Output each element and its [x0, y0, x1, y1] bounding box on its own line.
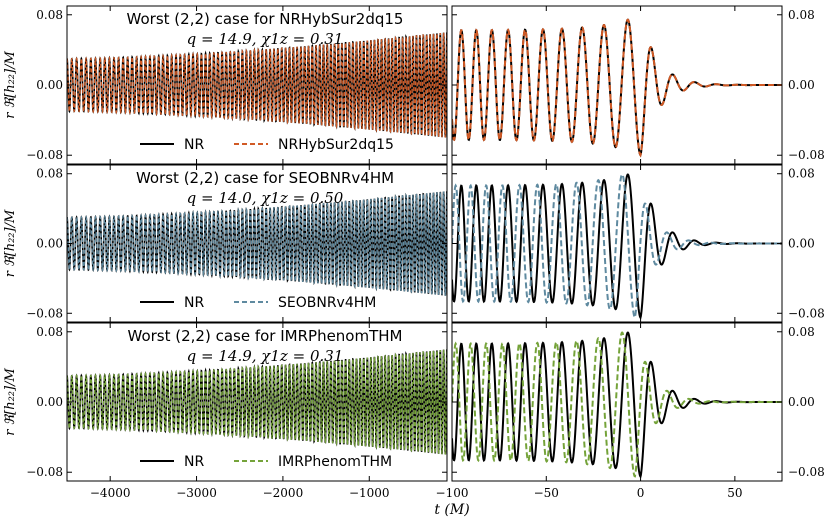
y-tick-label-right: 0.00 — [788, 237, 815, 251]
right-plot-area — [452, 18, 782, 158]
x-axis-label: t (M) — [434, 502, 469, 518]
legend-label-model: SEOBNRv4HM — [278, 295, 376, 311]
y-tick-label-right: 0.08 — [788, 8, 815, 22]
series-line-nr — [452, 173, 782, 321]
panel-subtitle: q = 14.9, χ1z = 0.31 — [187, 30, 344, 48]
y-tick-label: 0.00 — [36, 237, 63, 251]
left-plot-area — [67, 349, 447, 455]
y-axis-label: r ℜ[h₂₂]/M — [3, 51, 18, 119]
y-tick-label: −0.08 — [26, 148, 63, 162]
x-tick-label: −2000 — [263, 486, 304, 500]
panel-title: Worst (2,2) case for NRHybSur2dq15 — [127, 10, 404, 28]
panel-title: Worst (2,2) case for SEOBNRv4HM — [136, 169, 394, 187]
right-plot-area — [452, 331, 782, 480]
panel-row-2: 0.08 0.00 −0.08 0.08 0.00 −0.08 r ℜ[h₂₂]/M Wors… — [3, 164, 825, 323]
y-tick-label-right: 0.00 — [788, 78, 815, 92]
y-tick-label: 0.08 — [36, 167, 63, 181]
panel-subtitle: q = 14.9, χ1z = 0.31 — [187, 347, 344, 365]
x-tick-label: −3000 — [176, 486, 217, 500]
x-tick-label: −50 — [534, 486, 559, 500]
series-line-seobnrv4hm — [452, 173, 782, 319]
y-axis-label: r ℜ[h₂₂]/M — [3, 368, 18, 436]
y-tick-label-right: −0.08 — [788, 148, 825, 162]
x-tick-label: 50 — [727, 486, 742, 500]
x-tick-label: −100 — [436, 486, 469, 500]
legend-label-nr: NR — [184, 295, 204, 311]
y-tick-label: 0.00 — [36, 78, 63, 92]
x-tick-label: −1000 — [349, 486, 390, 500]
y-tick-label-right: −0.08 — [788, 306, 825, 320]
left-plot-area — [67, 191, 447, 296]
series-line-imrphenomthm — [67, 349, 447, 455]
series-line-seobnrv4hm — [67, 191, 447, 296]
y-axis-label: r ℜ[h₂₂]/M — [3, 209, 18, 277]
y-tick-label: −0.08 — [26, 465, 63, 479]
left-plot-area — [67, 32, 447, 138]
y-tick-label: 0.08 — [36, 325, 63, 339]
legend-label-model: IMRPhenomTHM — [278, 454, 392, 470]
legend-label-nr: NR — [184, 137, 204, 153]
x-tick-label: −4000 — [90, 486, 131, 500]
y-tick-label: −0.08 — [26, 306, 63, 320]
series-line-nrhybsur2dq15 — [452, 18, 782, 158]
panel-row-3: 0.08 0.00 −0.08 0.08 0.00 −0.08 −4000 −3000 −200… — [3, 322, 825, 500]
y-tick-label: 0.00 — [36, 395, 63, 409]
panel-subtitle: q = 14.0, χ1z = 0.50 — [187, 189, 344, 207]
y-tick-label: 0.08 — [36, 8, 63, 22]
panel-row-1: 0.08 0.00 −0.08 0.08 0.00 −0.08 r ℜ[h₂₂]/M Wors… — [3, 5, 825, 165]
series-line-imrphenomthm — [452, 331, 782, 478]
y-tick-label-right: 0.08 — [788, 325, 815, 339]
y-tick-label-right: 0.08 — [788, 167, 815, 181]
right-plot-area — [452, 173, 782, 321]
y-tick-label-right: −0.08 — [788, 465, 825, 479]
series-line-nrhybsur2dq15 — [67, 32, 447, 138]
legend-label-nr: NR — [184, 454, 204, 470]
x-tick-label: 0 — [637, 486, 645, 500]
panel-title: Worst (2,2) case for IMRPhenomTHM — [128, 327, 403, 345]
legend-label-model: NRHybSur2dq15 — [278, 137, 394, 153]
y-tick-label-right: 0.00 — [788, 395, 815, 409]
